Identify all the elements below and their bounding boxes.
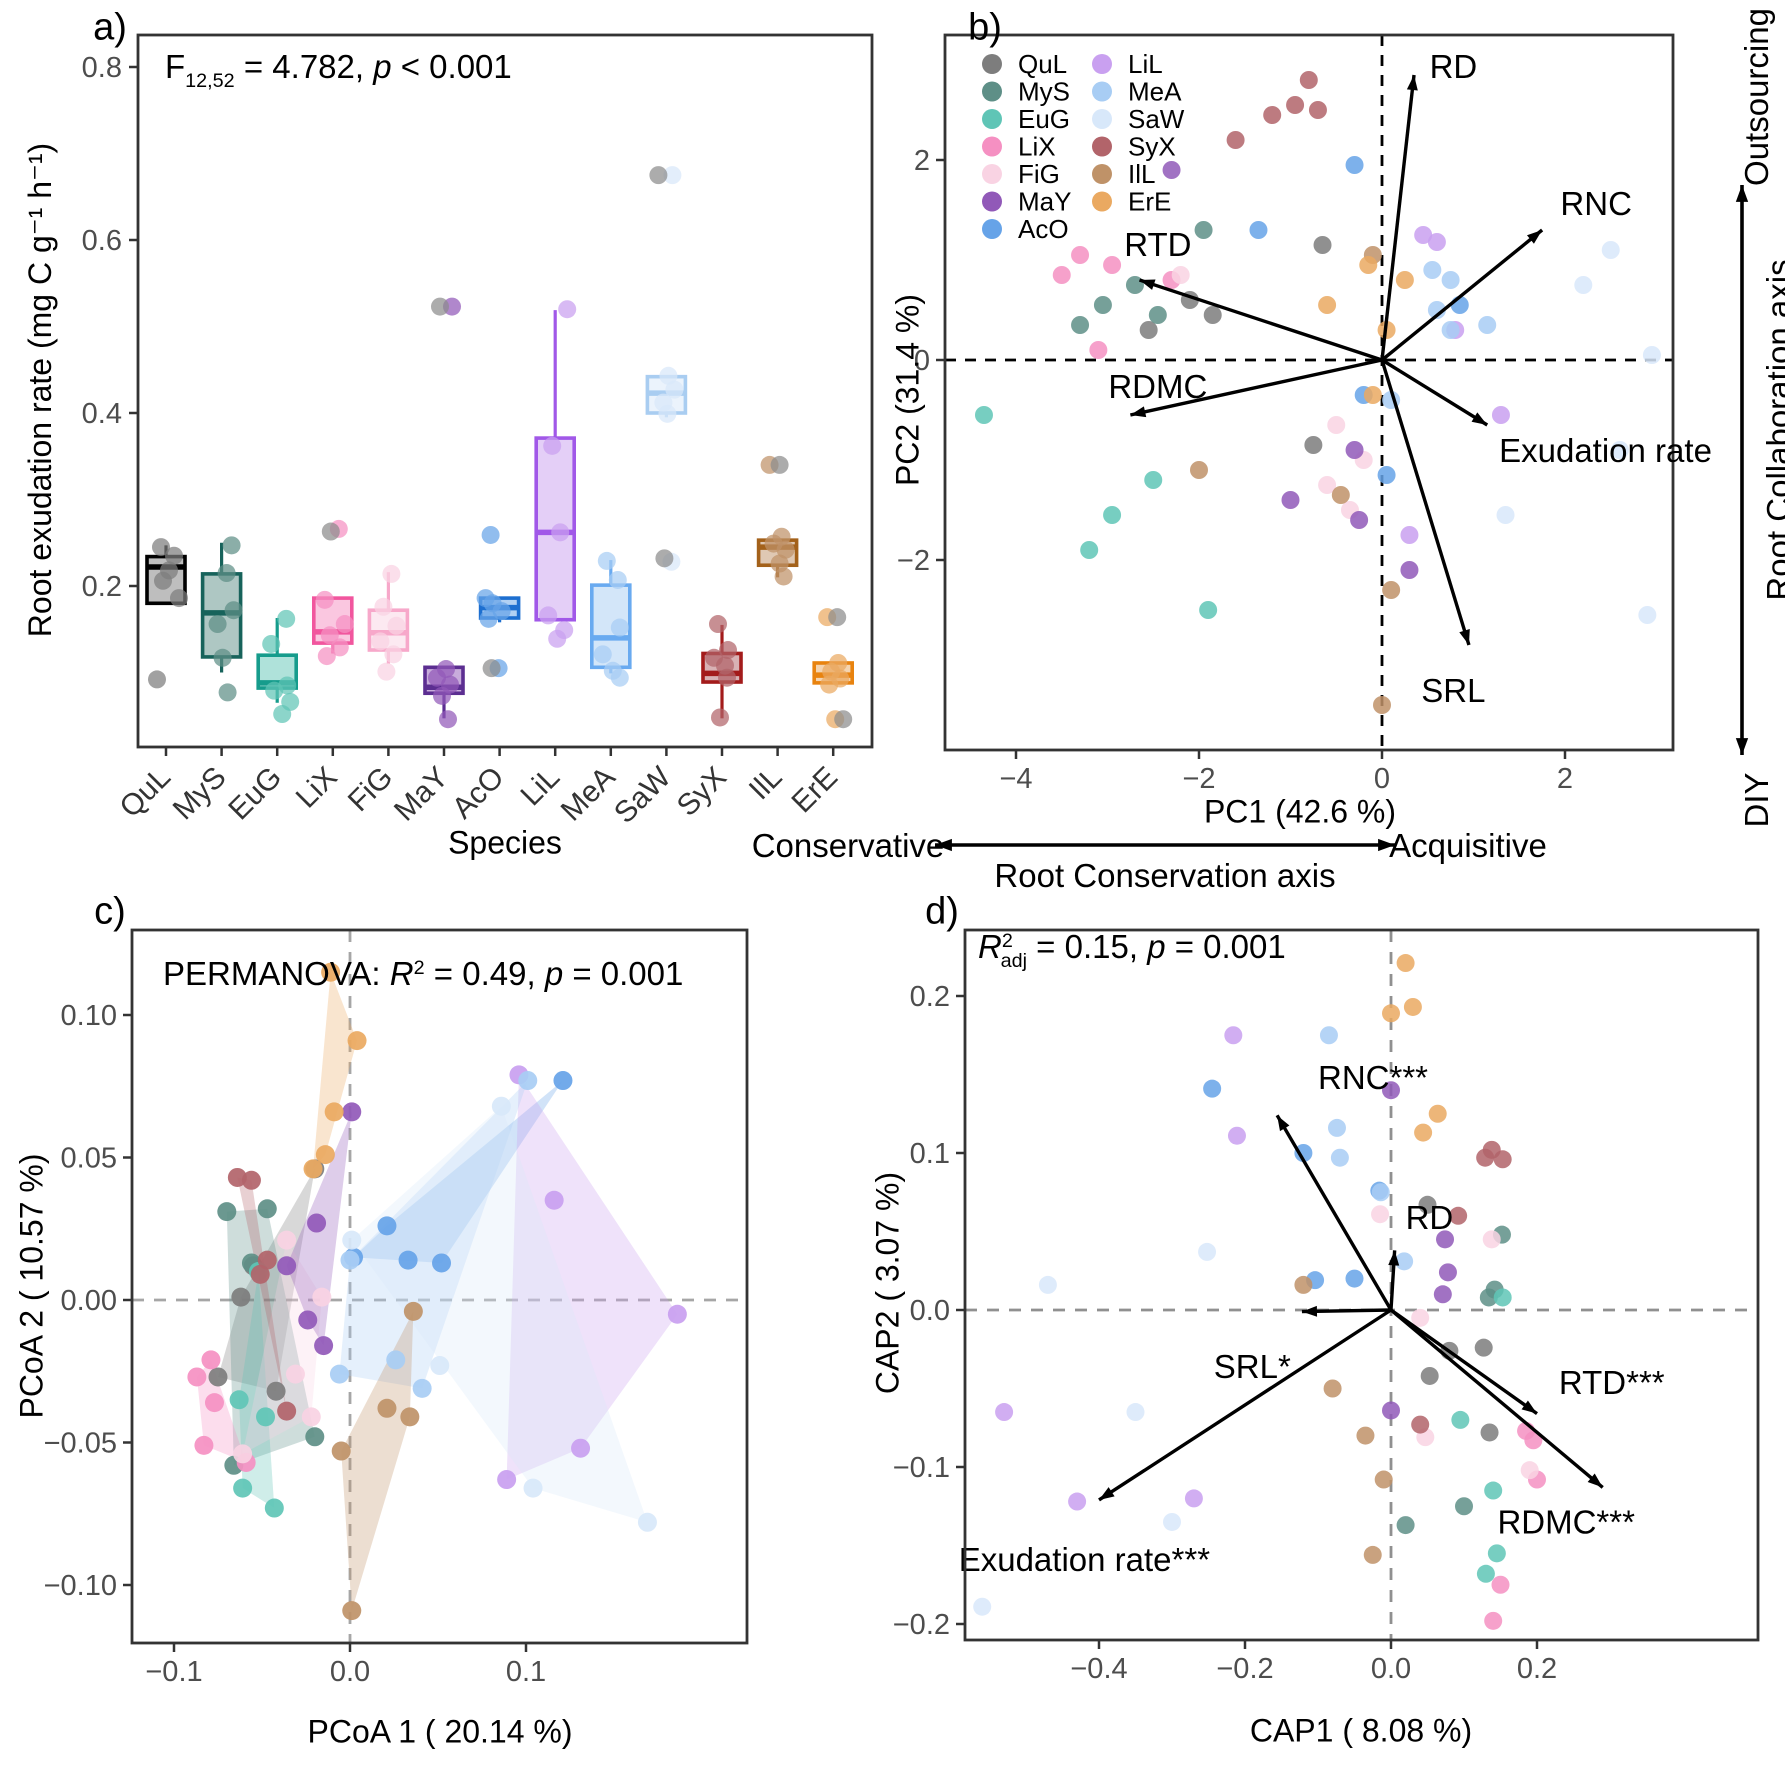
root-collaboration-axis-label: Root Collaboration axis [1760,259,1785,601]
svg-text:Exudation rate: Exudation rate [1499,432,1712,469]
svg-text:0.0: 0.0 [330,1656,370,1688]
svg-text:AcO: AcO [1018,214,1069,244]
pcoa-hulls-svg: −0.1 0.0 0.1 0.10 0.05 0.00 −0.05 −0.10 [44,928,749,1688]
svg-text:0.0: 0.0 [910,1295,950,1327]
svg-text:0.1: 0.1 [506,1656,546,1688]
svg-text:RD: RD [1406,1199,1454,1236]
pca-biplot-svg: −4 −2 0 2 2 0 −2 RD RNC RTD RDMC Exudation rate SRL Q… [897,33,1749,852]
svg-text:SaW: SaW [1128,104,1185,134]
svg-text:IlL: IlL [743,761,789,807]
svg-text:0.2: 0.2 [1517,1653,1557,1685]
panel-a-x-axis-title: Species [448,824,562,861]
svg-text:RTD: RTD [1124,226,1191,263]
svg-text:SRL*: SRL* [1214,1348,1291,1385]
svg-text:RTD***: RTD*** [1559,1364,1665,1401]
svg-text:QuL: QuL [1018,49,1067,79]
svg-text:−0.05: −0.05 [44,1428,117,1460]
svg-text:EuG: EuG [222,761,288,827]
cap-biplot-svg: RNC*** RD SRL* RTD*** RDMC*** Exudation rate*… [893,928,1760,1685]
svg-text:MeA: MeA [1128,77,1182,107]
svg-text:0.05: 0.05 [61,1143,117,1175]
svg-text:0.1: 0.1 [910,1138,950,1170]
svg-text:ErE: ErE [1128,187,1171,217]
svg-text:IlL: IlL [1128,159,1155,189]
svg-text:0.0: 0.0 [1371,1653,1411,1685]
svg-text:MaY: MaY [388,761,455,828]
svg-text:FiG: FiG [342,761,400,819]
svg-text:RNC: RNC [1560,185,1632,222]
svg-text:0.2: 0.2 [910,981,950,1013]
root-conservation-axis-label: Root Conservation axis [994,857,1336,894]
svg-text:0: 0 [1374,763,1390,795]
panel-c-x-axis-title: PCoA 1 ( 20.14 %) [307,1713,573,1750]
svg-text:−0.10: −0.10 [44,1570,117,1602]
svg-text:RNC***: RNC*** [1318,1059,1428,1096]
panel-b-x-axis-title: PC1 (42.6 %) [1203,793,1397,830]
outsourcing-label: Outsourcing [1738,8,1775,186]
panel-c-stat: PERMANOVA: R2 = 0.49, p = 0.001 [163,955,684,992]
svg-text:MaY: MaY [1018,187,1071,217]
svg-text:ErE: ErE [785,761,844,820]
svg-text:0.4: 0.4 [82,398,122,430]
svg-text:0.2: 0.2 [82,571,122,603]
panel-c-tag: c) [94,890,126,933]
conservative-label: Conservative [751,827,945,864]
svg-text:MyS: MyS [167,761,233,827]
svg-text:−0.2: −0.2 [1216,1653,1273,1685]
panel-a-stat: F12,52 = 4.782, p < 0.001 [165,48,512,92]
svg-text:−0.4: −0.4 [1070,1653,1127,1685]
svg-text:−0.1: −0.1 [145,1656,202,1688]
svg-text:−0.1: −0.1 [893,1452,950,1484]
svg-text:−2: −2 [1182,763,1215,795]
svg-text:EuG: EuG [1018,104,1070,134]
svg-text:QuL: QuL [114,761,177,824]
svg-text:LiX: LiX [290,761,344,815]
panel-c-y-axis-title: PCoA 2 ( 10.57 %) [13,1153,50,1419]
panel-d-x-axis-title: CAP1 ( 8.08 %) [1249,1712,1473,1749]
svg-text:0.8: 0.8 [82,52,122,84]
svg-text:−4: −4 [999,763,1032,795]
svg-text:SyX: SyX [671,761,733,823]
svg-text:Exudation rate***: Exudation rate*** [959,1541,1210,1578]
svg-text:RDMC***: RDMC*** [1497,1504,1635,1541]
panel-b-tag: b) [968,6,1002,49]
svg-text:RDMC: RDMC [1108,368,1207,405]
svg-text:LiL: LiL [1128,49,1163,79]
panel-b-y-axis-title: PC2 (31.4 %) [889,293,926,487]
svg-text:2: 2 [914,145,930,177]
diy-label: DIY [1738,772,1775,828]
svg-text:FiG: FiG [1018,159,1060,189]
svg-text:MeA: MeA [555,761,622,828]
svg-text:−2: −2 [897,545,930,577]
panel-d-y-axis-title: CAP2 ( 3.07 %) [869,1171,906,1395]
panel-d-tag: d) [925,890,959,933]
svg-text:MyS: MyS [1018,77,1070,107]
svg-text:SaW: SaW [608,760,678,830]
panel-a-y-axis-title: Root exudation rate (mg C g⁻¹ h⁻¹) [22,142,58,638]
svg-text:SRL: SRL [1421,672,1485,709]
svg-text:0: 0 [914,345,930,377]
svg-text:2: 2 [1557,763,1573,795]
svg-text:−0.2: −0.2 [893,1609,950,1641]
panel-a-tag: a) [93,6,127,49]
svg-text:SyX: SyX [1128,132,1176,162]
svg-text:0.10: 0.10 [61,1000,117,1032]
acquisitive-label: Acquisitive [1389,827,1547,864]
svg-text:AcO: AcO [446,761,511,826]
svg-text:RD: RD [1430,48,1478,85]
svg-text:0.6: 0.6 [82,225,122,257]
svg-text:0.00: 0.00 [61,1285,117,1317]
svg-text:LiX: LiX [1018,132,1056,162]
panel-d-stat: R2adj = 0.15, p = 0.001 [978,928,1286,972]
